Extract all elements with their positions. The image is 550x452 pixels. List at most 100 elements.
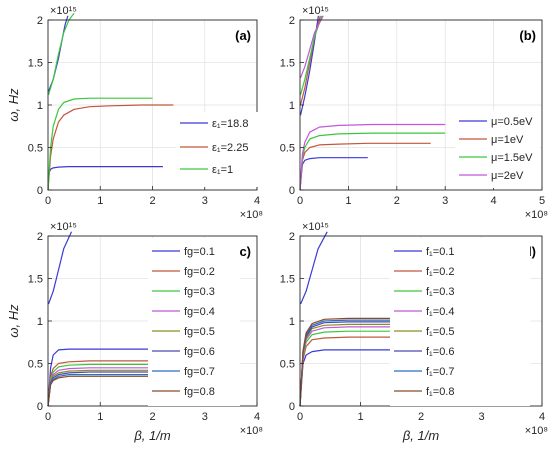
x-multiplier: ×10⁸ <box>525 425 548 437</box>
legend-label: μ=2eV <box>491 170 524 182</box>
series-line-2-branch-0 <box>47 97 153 191</box>
y-tick-label: 1.5 <box>280 58 295 70</box>
y-tick-label: 0.5 <box>280 359 295 371</box>
legend-label: fg=0.6 <box>184 346 215 358</box>
panel-b: 0 1 2 3 4 500.511.52×10¹⁵×10⁸(b)μ=0.5eVμ=1eVμ… <box>280 5 548 221</box>
legend-label: fg=0.3 <box>184 286 215 298</box>
y-tick-label: 1 <box>289 316 295 328</box>
series-line-3-branch-0 <box>299 123 446 191</box>
series-line-1-branch-0 <box>299 142 431 191</box>
legend-label: μ=1.5eV <box>491 152 533 164</box>
legend-label: fg=0.5 <box>184 326 215 338</box>
y-axis-label: ω, Hz <box>6 304 21 338</box>
legend-box <box>176 112 266 187</box>
series-line-2-branch-1 <box>299 15 323 95</box>
y-tick-label: 2 <box>37 15 43 27</box>
x-tick-label: 2 <box>394 195 400 207</box>
y-tick-label: 2 <box>37 231 43 243</box>
legend-label: fg=0.1 <box>184 246 215 258</box>
legend: ε₁=18.8 ε₁=2.25 ε₁=1 <box>176 112 266 187</box>
legend-label: f₁=0.4 <box>426 306 454 318</box>
x-multiplier: ×10⁸ <box>240 209 263 221</box>
legend: μ=0.5eV μ=1eV μ=1.5eV μ=2eV <box>455 110 540 188</box>
legend-label: f₁=0.2 <box>426 266 454 278</box>
legend-box <box>148 238 240 406</box>
x-tick-label: 4 <box>254 195 260 207</box>
x-tick-label: 3 <box>202 195 208 207</box>
x-tick-label: 1 <box>97 195 103 207</box>
x-tick-label: 4 <box>254 411 260 423</box>
x-axis-label: β, 1/m <box>133 428 170 443</box>
x-axis-label: β, 1/m <box>402 428 439 443</box>
legend-label: f₁=0.8 <box>426 386 454 398</box>
legend: f₁=0.1 f₁=0.2 f₁=0.3 f₁=0.4 f₁=0.5 f₁=0.6 f₁=0… <box>390 238 530 406</box>
x-tick-label: 4 <box>539 411 545 423</box>
series-line-2-branch-1 <box>47 12 75 95</box>
legend-label: fg=0.8 <box>184 386 215 398</box>
legend: fg=0.1 fg=0.2 fg=0.3 fg=0.4 fg=0.5 fg=0.6 fg=0… <box>148 238 240 406</box>
legend-label: f₁=0.1 <box>426 246 454 258</box>
y-tick-label: 1 <box>37 100 43 112</box>
y-tick-label: 1.5 <box>28 58 43 70</box>
series-group <box>299 231 512 407</box>
y-tick-label: 1 <box>289 100 295 112</box>
y-tick-label: 0.5 <box>28 359 43 371</box>
x-multiplier: ×10⁸ <box>525 209 548 221</box>
y-multiplier: ×10¹⁵ <box>302 221 329 233</box>
panel-label: (b) <box>519 28 536 43</box>
y-tick-label: 2 <box>289 15 295 27</box>
series-line-0-branch-1 <box>300 231 328 305</box>
y-tick-label: 0 <box>37 401 43 413</box>
series-group <box>299 15 446 191</box>
legend-label: fg=0.2 <box>184 266 215 278</box>
y-multiplier: ×10¹⁵ <box>50 5 77 17</box>
x-tick-label: 4 <box>491 195 497 207</box>
x-tick-label: 5 <box>539 195 545 207</box>
x-tick-label: 0 <box>45 195 51 207</box>
y-tick-label: 0.5 <box>280 143 295 155</box>
legend-label: fg=0.4 <box>184 306 215 318</box>
x-tick-label: 1 <box>357 411 363 423</box>
y-tick-label: 0 <box>289 185 295 197</box>
y-tick-label: 0.5 <box>28 143 43 155</box>
y-tick-label: 1.5 <box>28 274 43 286</box>
x-tick-label: 2 <box>149 411 155 423</box>
series-line-0-branch-0 <box>299 349 415 407</box>
series-group <box>47 12 174 191</box>
legend-label: μ=0.5eV <box>491 116 533 128</box>
series-line-0-branch-1 <box>47 231 73 305</box>
legend-label: f₁=0.6 <box>426 346 454 358</box>
x-tick-label: 3 <box>442 195 448 207</box>
x-tick-label: 2 <box>149 195 155 207</box>
series-line-3-branch-1 <box>299 15 324 79</box>
y-tick-label: 1.5 <box>280 274 295 286</box>
y-tick-label: 1 <box>37 316 43 328</box>
x-tick-label: 3 <box>478 411 484 423</box>
legend-box <box>390 238 530 406</box>
y-multiplier: ×10¹⁵ <box>50 221 77 233</box>
y-tick-label: 2 <box>289 231 295 243</box>
legend-label: ε₁=2.25 <box>212 142 248 154</box>
y-multiplier: ×10¹⁵ <box>302 5 329 17</box>
legend-label: f₁=0.7 <box>426 366 454 378</box>
x-tick-label: 0 <box>297 195 303 207</box>
legend-label: ε₁=1 <box>212 164 233 176</box>
series-line-7-branch-0 <box>299 317 415 407</box>
x-tick-label: 0 <box>45 411 51 423</box>
series-line-2-branch-0 <box>299 132 446 191</box>
panel-label: (a) <box>235 28 251 43</box>
x-tick-label: 0 <box>297 411 303 423</box>
x-tick-label: 1 <box>97 411 103 423</box>
legend-label: fg=0.7 <box>184 366 215 378</box>
y-tick-label: 0 <box>289 401 295 413</box>
x-tick-label: 2 <box>418 411 424 423</box>
x-tick-label: 1 <box>345 195 351 207</box>
legend-label: ε₁=18.8 <box>212 118 248 130</box>
y-axis-label: ω, Hz <box>6 88 21 122</box>
legend-label: f₁=0.5 <box>426 326 454 338</box>
x-tick-label: 3 <box>202 411 208 423</box>
